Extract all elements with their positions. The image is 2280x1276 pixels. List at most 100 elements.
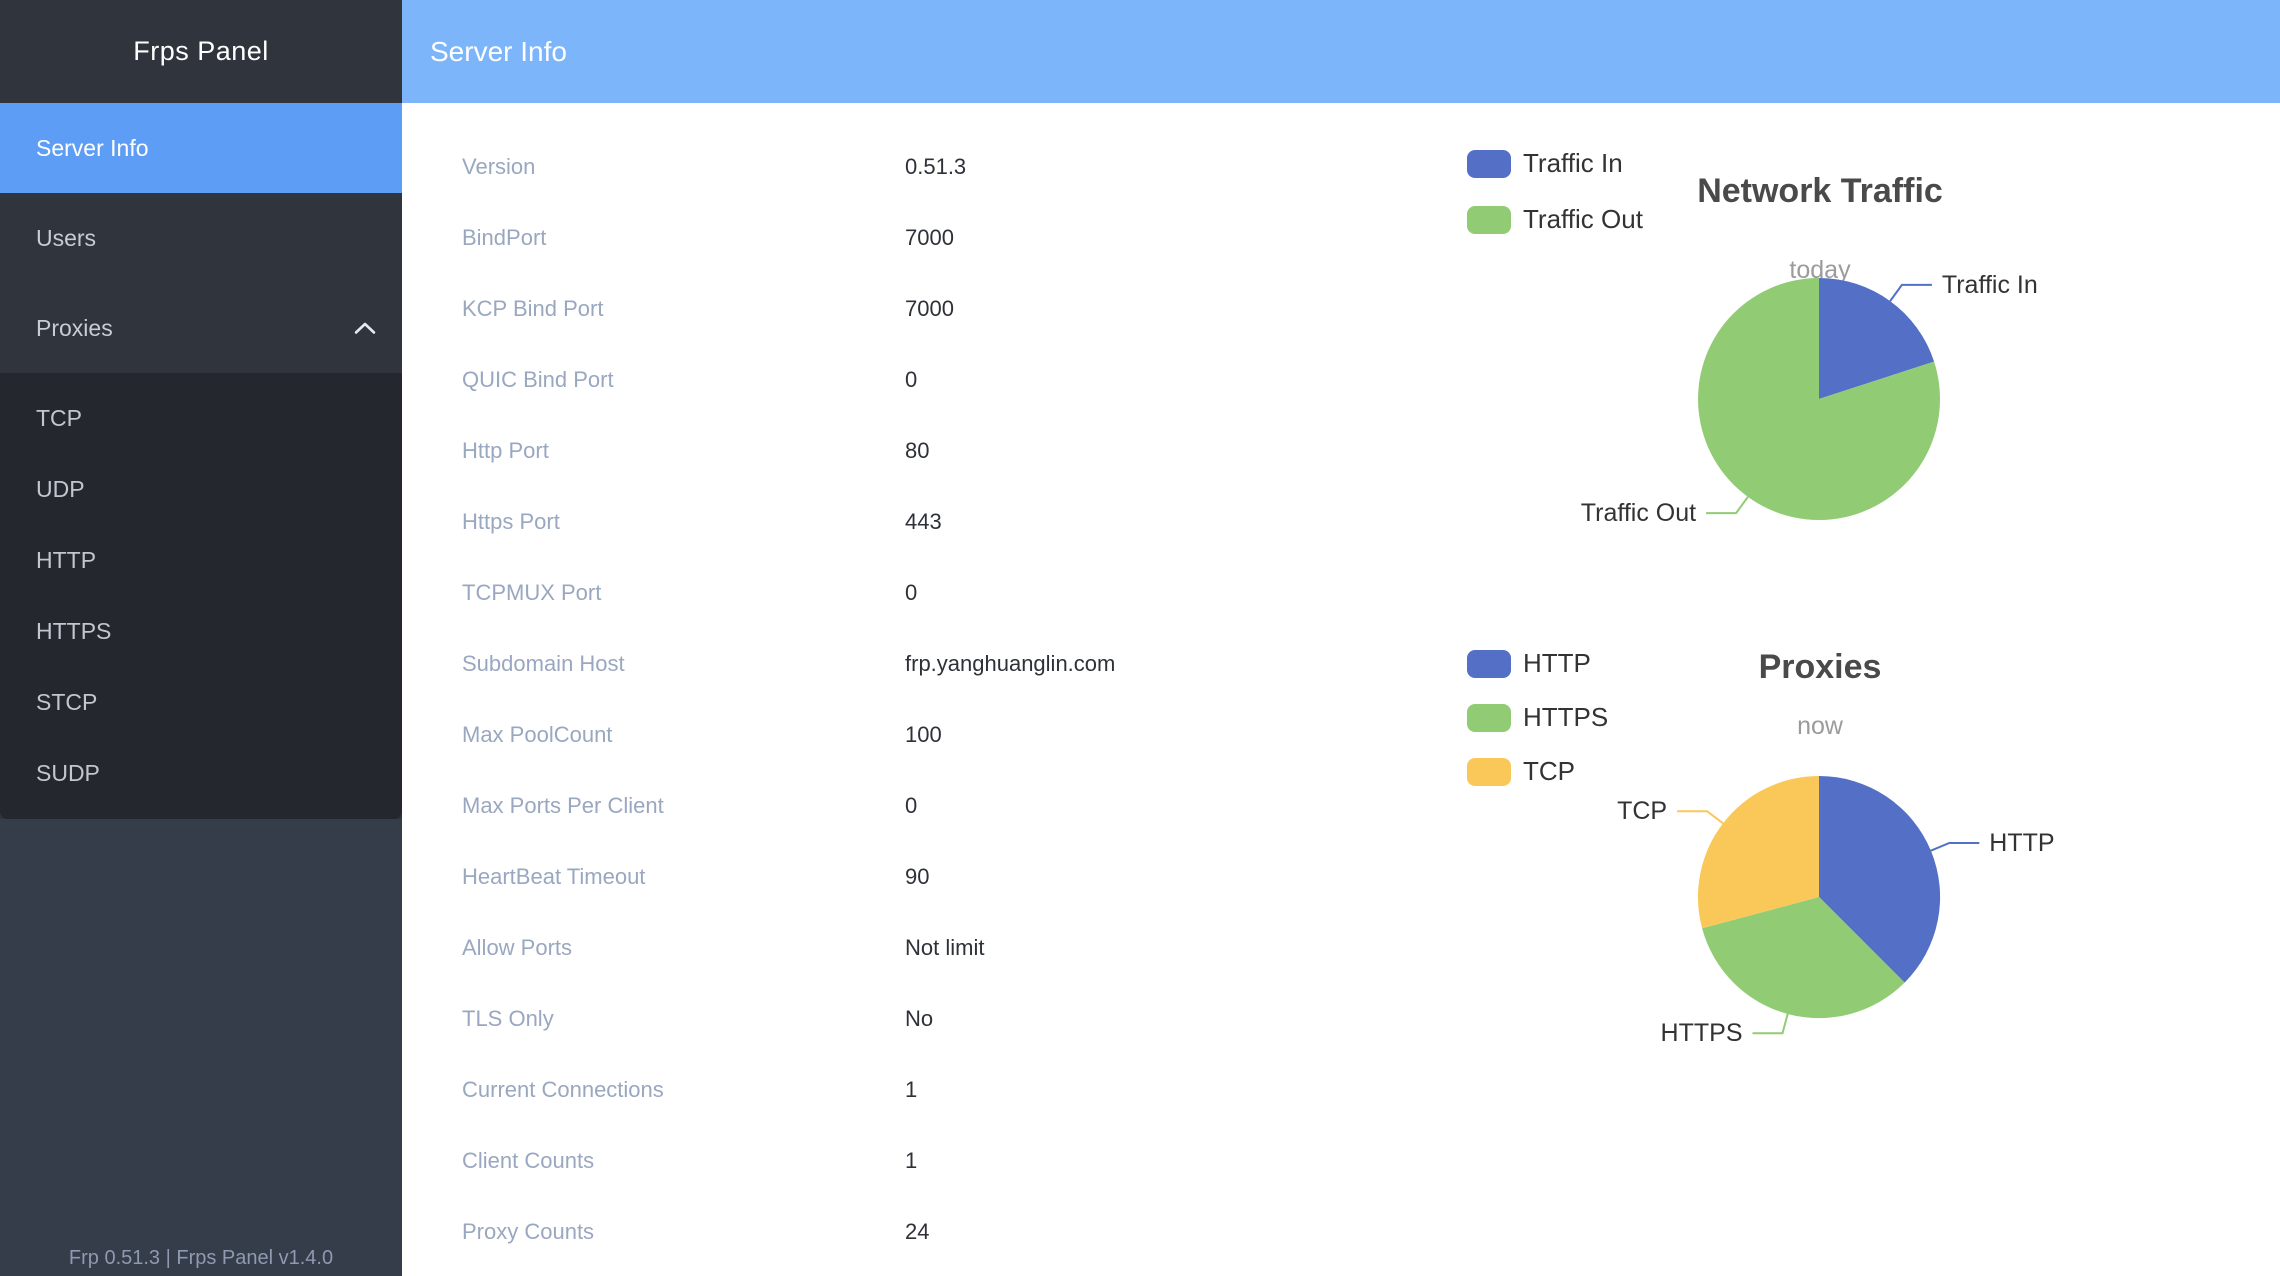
info-row-max-poolcount: Max PoolCount 100 xyxy=(462,699,1442,770)
info-label: Current Connections xyxy=(462,1077,664,1102)
info-value: 100 xyxy=(905,722,942,747)
info-value: 0 xyxy=(905,580,918,605)
info-row-kcp-bind-port: KCP Bind Port 7000 xyxy=(462,273,1442,344)
sidebar-subitem-tcp[interactable]: TCP xyxy=(36,405,82,431)
info-value: 443 xyxy=(905,509,942,534)
pie-slice-http[interactable] xyxy=(1819,776,1941,983)
info-value: 0.51.3 xyxy=(905,154,967,179)
info-value: frp.yanghuanglin.com xyxy=(905,651,1116,676)
info-value: Not limit xyxy=(905,935,985,960)
chart-subtitle: now xyxy=(1797,712,1843,740)
info-row-current-connections: Current Connections 1 xyxy=(462,1054,1442,1125)
pie-slice-traffic-out[interactable] xyxy=(1698,278,1941,520)
app-logo-title: Frps Panel xyxy=(133,36,269,66)
info-value: 90 xyxy=(905,864,930,889)
pie-label-traffic-out: Traffic Out xyxy=(1581,499,1696,527)
sidebar-subitem-https[interactable]: HTTPS xyxy=(36,618,112,644)
pie-slice-traffic-in[interactable] xyxy=(1819,278,1935,399)
legend-swatch xyxy=(1467,703,1511,732)
sidebar-item-label: Proxies xyxy=(36,315,113,341)
info-label: TCPMUX Port xyxy=(462,580,602,605)
info-row-tls-only: TLS Only No xyxy=(462,983,1442,1054)
sidebar-item-label: Server Info xyxy=(36,135,149,161)
server-info-list: Version 0.51.3 BindPort 7000 KCP Bind Port 70… xyxy=(462,131,1442,1267)
legend-item-http[interactable]: HTTP xyxy=(1467,648,1608,679)
info-label: Http Port xyxy=(462,438,549,463)
legend-label: Traffic Out xyxy=(1523,204,1643,234)
proxies-chart: HTTP HTTPS TCP Proxies now HTTP HTTPS TCP xyxy=(1455,620,2245,1100)
pie-label-line-https xyxy=(1752,1013,1789,1035)
info-label: Subdomain Host xyxy=(462,651,625,676)
sidebar-item-proxies[interactable]: Proxies xyxy=(0,283,402,373)
sidebar-subitem-stcp[interactable]: STCP xyxy=(36,689,98,715)
info-value: 1 xyxy=(905,1077,918,1102)
legend-item-tcp[interactable]: TCP xyxy=(1467,756,1608,787)
chart-title: Proxies xyxy=(1758,648,1882,686)
pie-label-line-traffic-in xyxy=(1889,283,1932,302)
legend-item-traffic-in[interactable]: Traffic In xyxy=(1467,148,1643,179)
info-label: Max PoolCount xyxy=(462,722,613,747)
info-value: No xyxy=(905,1006,934,1031)
info-label: Version xyxy=(462,154,536,179)
info-value: 7000 xyxy=(905,296,954,321)
top-header-bar: Server Info xyxy=(402,0,2280,103)
info-row-proxy-counts: Proxy Counts 24 xyxy=(462,1196,1442,1267)
sidebar-menu: Server Info Users Proxies TCP UDP HTTP HTTPS ST… xyxy=(0,103,402,819)
info-row-http-port: Http Port 80 xyxy=(462,415,1442,486)
sidebar-subitem-udp[interactable]: UDP xyxy=(36,476,85,502)
sidebar: Frps Panel Server Info Users Proxies TCP UDP… xyxy=(0,0,402,1276)
pie-slice-tcp[interactable] xyxy=(1697,776,1819,929)
legend-item-https[interactable]: HTTPS xyxy=(1467,702,1608,733)
legend-swatch xyxy=(1467,149,1511,178)
sidebar-item-server-info[interactable]: Server Info xyxy=(0,103,402,193)
chevron-up-icon xyxy=(354,322,376,334)
info-label: KCP Bind Port xyxy=(462,296,604,321)
info-row-https-port: Https Port 443 xyxy=(462,486,1442,557)
pie-label-tcp: TCP xyxy=(1617,797,1667,825)
sidebar-submenu: TCP UDP HTTP HTTPS STCP SUDP xyxy=(0,373,402,819)
legend-swatch xyxy=(1467,649,1511,678)
legend-label: HTTP xyxy=(1523,648,1591,678)
network-traffic-pie: Traffic In Traffic Out xyxy=(1581,271,2038,527)
sidebar-item-label: Users xyxy=(36,225,97,251)
info-row-bindport: BindPort 7000 xyxy=(462,202,1442,273)
network-traffic-chart: Traffic In Traffic Out Network Traffic to… xyxy=(1455,120,2245,600)
chart-title: Network Traffic xyxy=(1697,172,1943,210)
info-value: 0 xyxy=(905,367,918,392)
info-row-heartbeat-timeout: HeartBeat Timeout 90 xyxy=(462,841,1442,912)
legend-item-traffic-out[interactable]: Traffic Out xyxy=(1467,204,1643,235)
sidebar-item-users[interactable]: Users xyxy=(0,193,402,283)
info-value: 0 xyxy=(905,793,918,818)
info-value: 80 xyxy=(905,438,930,463)
info-value: 7000 xyxy=(905,225,954,250)
info-row-version: Version 0.51.3 xyxy=(462,131,1442,202)
sidebar-menu-block: Frps Panel Server Info Users Proxies TCP UDP… xyxy=(0,0,402,819)
info-label: Proxy Counts xyxy=(462,1219,595,1244)
legend-label: TCP xyxy=(1523,756,1575,786)
info-label: Max Ports Per Client xyxy=(462,793,664,818)
sidebar-footer-version: Frp 0.51.3 | Frps Panel v1.4.0 xyxy=(68,1247,334,1269)
legend-label: HTTPS xyxy=(1523,702,1609,732)
page-title: Server Info xyxy=(430,36,567,67)
pie-label-http: HTTP xyxy=(1989,829,2054,857)
pie-label-line-tcp xyxy=(1677,810,1724,825)
info-value: 24 xyxy=(905,1219,930,1244)
info-label: QUIC Bind Port xyxy=(462,367,614,392)
legend-swatch xyxy=(1467,757,1511,786)
info-row-allow-ports: Allow Ports Not limit xyxy=(462,912,1442,983)
info-label: TLS Only xyxy=(462,1006,554,1031)
legend-label: Traffic In xyxy=(1523,148,1623,178)
info-row-quic-bind-port: QUIC Bind Port 0 xyxy=(462,344,1442,415)
proxies-pie: HTTP HTTPS TCP xyxy=(1617,776,2055,1047)
sidebar-subitem-http[interactable]: HTTP xyxy=(36,547,97,573)
info-label: Client Counts xyxy=(462,1148,595,1173)
pie-slice-https[interactable] xyxy=(1702,897,1905,1019)
info-label: BindPort xyxy=(462,225,547,250)
sidebar-subitem-sudp[interactable]: SUDP xyxy=(36,760,100,786)
network-traffic-legend: Traffic In Traffic Out xyxy=(1467,148,1643,260)
info-row-tcpmux-port: TCPMUX Port 0 xyxy=(462,557,1442,628)
info-row-subdomain-host: Subdomain Host frp.yanghuanglin.com xyxy=(462,628,1442,699)
info-value: 1 xyxy=(905,1148,918,1173)
info-label: HeartBeat Timeout xyxy=(462,864,646,889)
pie-label-https: HTTPS xyxy=(1661,1019,1743,1047)
